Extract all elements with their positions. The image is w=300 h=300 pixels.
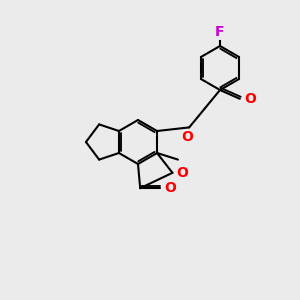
Text: O: O	[181, 130, 193, 144]
Text: O: O	[164, 181, 176, 195]
Text: O: O	[176, 166, 188, 180]
Text: F: F	[215, 25, 225, 39]
Text: O: O	[244, 92, 256, 106]
